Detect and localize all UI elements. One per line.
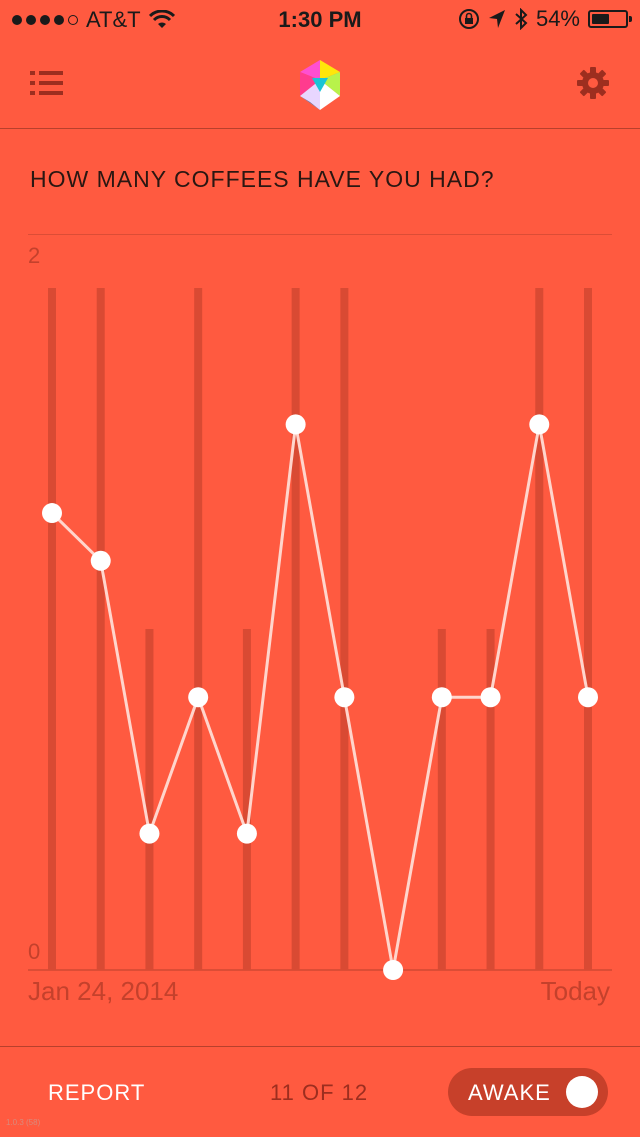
carrier-label: AT&T	[86, 7, 141, 32]
question-title: HOW MANY COFFEES HAVE YOU HAD?	[30, 166, 495, 192]
bar-8	[437, 629, 446, 970]
gear-icon[interactable]	[576, 66, 610, 100]
x-end-label: Today	[541, 976, 610, 1006]
bar-3	[194, 288, 203, 970]
list-icon[interactable]	[28, 68, 68, 98]
question-counter: 11 OF 12	[270, 1080, 369, 1105]
data-point-3[interactable]	[188, 687, 209, 708]
status-bar: AT&T 1:30 PM 54%	[0, 0, 640, 40]
coffee-chart: 2 0 Jan 24, 2014 Today	[28, 234, 612, 1006]
bar-11	[584, 288, 592, 970]
line-series	[42, 414, 598, 980]
bar-4	[242, 629, 251, 970]
y-tick-label-max: 2	[28, 243, 40, 268]
trend-line	[50, 424, 590, 971]
version-label: 1.0.3 (58)	[6, 1118, 41, 1127]
data-point-4[interactable]	[236, 823, 257, 844]
hexagon-logo-icon	[300, 60, 340, 110]
status-right: 54%	[458, 6, 632, 32]
location-icon	[488, 10, 505, 28]
bar-1	[96, 288, 105, 970]
data-point-1[interactable]	[90, 550, 111, 571]
toggle-knob[interactable]	[566, 1076, 598, 1108]
bluetooth-icon	[515, 8, 528, 30]
data-point-7[interactable]	[383, 960, 404, 980]
nav-bar	[0, 40, 640, 129]
footer-bar: REPORT 11 OF 12 AWAKE	[0, 1046, 640, 1137]
wifi-icon	[148, 10, 175, 28]
battery-fill	[592, 14, 609, 24]
rotation-lock-icon	[458, 9, 479, 29]
bar-series	[48, 288, 592, 970]
y-tick-label-min: 0	[28, 939, 40, 964]
status-time: 1:30 PM	[278, 7, 362, 32]
data-point-5[interactable]	[285, 414, 306, 435]
battery-percent: 54%	[535, 6, 580, 31]
data-point-10[interactable]	[529, 414, 550, 435]
data-point-6[interactable]	[334, 687, 355, 708]
bar-6	[340, 288, 349, 970]
report-button[interactable]: REPORT	[48, 1080, 146, 1105]
signal-strength-icon	[12, 15, 78, 25]
bar-10	[535, 288, 544, 970]
bar-2	[145, 629, 154, 970]
x-start-label: Jan 24, 2014	[28, 976, 178, 1006]
data-point-2[interactable]	[139, 823, 160, 844]
bar-9	[486, 629, 495, 970]
data-point-0[interactable]	[42, 503, 62, 524]
data-point-9[interactable]	[480, 687, 501, 708]
bar-0	[48, 288, 56, 970]
status-left: AT&T	[12, 7, 175, 33]
data-point-11[interactable]	[578, 687, 598, 708]
data-point-8[interactable]	[431, 687, 452, 708]
awake-toggle-label: AWAKE	[468, 1080, 551, 1105]
battery-icon	[588, 10, 632, 28]
bar-5	[291, 288, 300, 970]
awake-toggle[interactable]: AWAKE	[448, 1068, 608, 1116]
